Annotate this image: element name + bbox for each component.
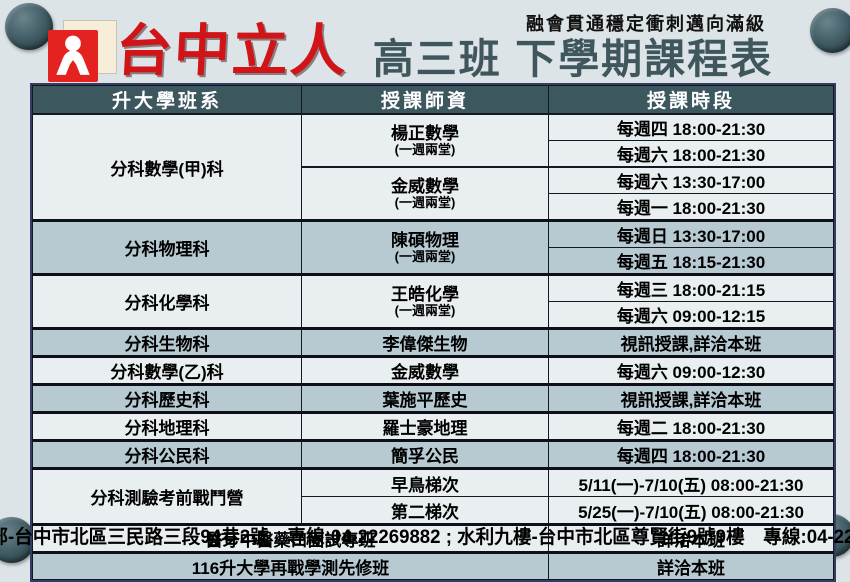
time-cell: 每週四 18:00-21:30: [548, 113, 834, 141]
teacher-cell: 金威數學 (一週兩堂): [301, 166, 549, 221]
teacher-note: (一週兩堂): [394, 249, 456, 264]
teacher-cell: 簡孚公民: [301, 439, 549, 469]
teacher-cell: 葉施平歷史: [301, 383, 549, 413]
course-table-wrap: 升大學班系 授課師資 授課時段 分科數學(甲)科 楊正數學 (一週兩堂) 每週四…: [30, 83, 836, 582]
page-title: 高三班 下學期課程表: [372, 36, 774, 82]
dept-cell-chemistry: 分科化學科: [32, 273, 302, 329]
dept-cell-battle-camp: 分科測驗考前戰鬥營: [32, 467, 302, 525]
teacher-name: 陳碩物理: [391, 231, 459, 250]
dept-cell-civics: 分科公民科: [32, 439, 302, 469]
brand-logo-mark: [48, 18, 117, 84]
time-cell: 詳洽本班: [548, 523, 834, 553]
table-row: 分科數學(乙)科 金威數學 每週六 09:00-12:30: [32, 355, 834, 385]
teacher-name: 金威數學: [391, 177, 459, 196]
schedule-poster: 台中立人 融會貫通穩定衝刺邁向滿級 高三班 下學期課程表 升大學班系 授課師資 …: [0, 3, 850, 582]
teacher-note: (一週兩堂): [394, 303, 456, 318]
table-row: 每週六 09:00-12:15: [33, 301, 834, 329]
batch-cell: 第二梯次: [301, 496, 549, 525]
teacher-cell: 李偉傑生物: [301, 327, 549, 357]
table-row: 116升大學再戰學測先修班 詳洽本班: [32, 551, 834, 580]
time-cell: 每週四 18:00-21:30: [548, 439, 834, 469]
batch-cell: 早鳥梯次: [301, 467, 549, 497]
table-row: 分科測驗考前戰鬥營 早鳥梯次 5/11(一)-7/10(五) 08:00-21:…: [32, 467, 834, 525]
table-row: 每週一 18:00-21:30: [33, 193, 834, 221]
dept-cell-physics: 分科物理科: [32, 219, 302, 275]
person-icon: [48, 30, 98, 82]
course-table: 升大學班系 授課師資 授課時段 分科數學(甲)科 楊正數學 (一週兩堂) 每週四…: [32, 85, 834, 580]
teacher-cell: 楊正數學 (一週兩堂): [301, 113, 549, 168]
time-cell: 每週六 09:00-12:30: [548, 355, 834, 385]
time-cell: 視訊授課,詳洽本班: [548, 383, 834, 413]
teacher-note: (一週兩堂): [394, 142, 456, 157]
teacher-note: (一週兩堂): [394, 195, 456, 210]
table-row: 分科數學(甲)科 楊正數學 (一週兩堂) 每週四 18:00-21:30: [32, 113, 834, 221]
time-cell: 每週三 18:00-21:15: [548, 273, 834, 302]
table-header-row: 升大學班系 授課師資 授課時段: [32, 85, 834, 115]
dept-cell-history: 分科歷史科: [32, 383, 302, 413]
teacher-cell: 陳碩物理 (一週兩堂): [301, 219, 549, 275]
table-row: 分科地理科 羅士豪地理 每週二 18:00-21:30: [32, 411, 834, 441]
table-row: 每週六 18:00-21:30: [33, 140, 834, 168]
time-cell: 每週五 18:15-21:30: [548, 247, 834, 275]
footer-contact-info: 台中本部-台中市北區三民路三段94巷2號 專線:04-22269882 ; 水利…: [0, 526, 850, 548]
time-cell: 視訊授課,詳洽本班: [548, 327, 834, 357]
table-row: 每週五 18:15-21:30: [33, 247, 834, 275]
time-cell: 每週六 18:00-21:30: [548, 140, 834, 168]
dept-cell-geography: 分科地理科: [32, 411, 302, 441]
time-cell: 每週日 13:30-17:00: [548, 219, 834, 248]
time-cell: 每週六 13:30-17:00: [548, 166, 834, 194]
title-block: 融會貫通穩定衝刺邁向滿級 高三班 下學期課程表: [352, 10, 794, 82]
brand-logo: 台中立人: [48, 18, 350, 84]
time-cell: 每週一 18:00-21:30: [548, 193, 834, 221]
teacher-name: 楊正數學: [391, 124, 459, 143]
dept-cell-math-a: 分科數學(甲)科: [32, 113, 302, 221]
teacher-cell: 羅士豪地理: [301, 411, 549, 441]
program-cell-116-prep: 116升大學再戰學測先修班: [32, 551, 549, 580]
pushpin-top-right: [810, 8, 850, 53]
table-row: 分科歷史科 葉施平歷史 視訊授課,詳洽本班: [32, 383, 834, 413]
table-row: 醫牙中醫藥口面試專班 詳洽本班: [32, 523, 834, 553]
time-cell: 每週二 18:00-21:30: [548, 411, 834, 441]
table-row: 分科化學科 王皓化學 (一週兩堂) 每週三 18:00-21:15: [32, 273, 834, 329]
teacher-cell: 金威數學: [301, 355, 549, 385]
table-row: 分科生物科 李偉傑生物 視訊授課,詳洽本班: [32, 327, 834, 357]
teacher-name: 王皓化學: [391, 285, 459, 304]
time-cell: 每週六 09:00-12:15: [548, 301, 834, 329]
time-cell: 詳洽本班: [548, 551, 834, 580]
brand-name: 台中立人: [114, 18, 350, 84]
column-header-dept: 升大學班系: [32, 85, 302, 115]
time-cell: 5/11(一)-7/10(五) 08:00-21:30: [548, 467, 834, 497]
dept-cell-biology: 分科生物科: [32, 327, 302, 357]
column-header-teacher: 授課師資: [301, 85, 549, 115]
slogan-text: 融會貫通穩定衝刺邁向滿級: [526, 14, 766, 34]
program-cell-medical-interview: 醫牙中醫藥口面試專班: [32, 523, 549, 553]
dept-cell-math-b: 分科數學(乙)科: [32, 355, 302, 385]
table-row: 分科公民科 簡孚公民 每週四 18:00-21:30: [32, 439, 834, 469]
time-cell: 5/25(一)-7/10(五) 08:00-21:30: [548, 496, 834, 525]
column-header-time: 授課時段: [548, 85, 834, 115]
pushpin-top-left: [5, 3, 53, 50]
table-row: 第二梯次 5/25(一)-7/10(五) 08:00-21:30: [33, 496, 834, 525]
teacher-cell: 王皓化學 (一週兩堂): [301, 273, 549, 329]
table-row: 分科物理科 陳碩物理 (一週兩堂) 每週日 13:30-17:00: [32, 219, 834, 275]
